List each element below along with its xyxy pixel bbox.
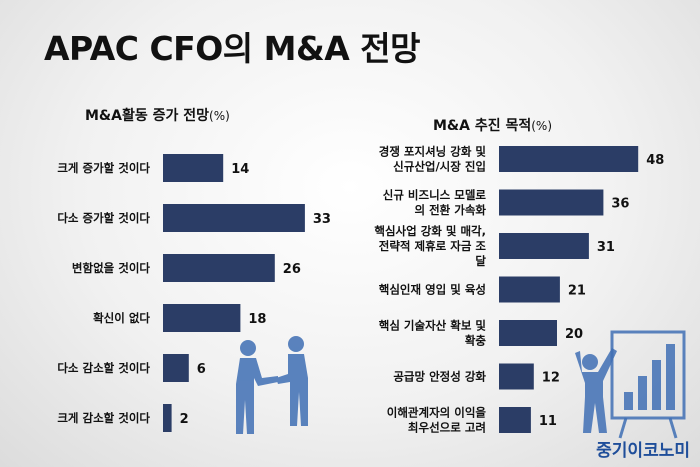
chart-title-right-text: M&A 추진 목적 [433,118,532,134]
bar [499,320,557,346]
bar [499,276,560,303]
bar [499,363,534,390]
value-label: 21 [568,284,586,299]
bar [163,304,241,332]
bar [499,146,639,172]
value-label: 14 [231,162,249,177]
chart-title-right: M&A 추진 목적(%) [433,115,552,135]
category-label: 핵심인재 영입 및 육성 [379,283,486,297]
value-label: 6 [197,362,206,377]
chart-title-left-unit: (%) [209,109,230,123]
category-label: 경쟁 포지셔닝 강화 및 신규산업/시장 진입 [379,145,487,174]
chart-title-right-unit: (%) [531,119,553,133]
category-label: 크게 증가할 것이다 [57,161,150,175]
value-label: 26 [283,262,301,277]
bar [499,407,531,433]
bar [163,154,224,182]
category-label: 다소 증가할 것이다 [57,211,150,225]
category-label: 이해관계자의 이익을 최우선으로 고려 [387,406,487,435]
category-label: 신규 비즈니스 모델로 의 전환 가속화 [383,188,487,217]
value-label: 2 [180,412,189,427]
value-label: 20 [565,327,583,342]
chart-right-purpose: 48 경쟁 포지셔닝 강화 및 신규산업/시장 진입 36 신규 비즈니스 모델로 의 전… [374,145,664,435]
category-label: 핵심 기술자산 확보 및 확충 [379,319,487,348]
category-label: 공급망 안정성 강화 [393,370,486,384]
brand-logo: 중기이코노미 [596,441,690,461]
category-label: 다소 감소할 것이다 [57,361,150,375]
chart-title-left-text: M&A활동 증가 전망 [85,108,210,124]
bar [163,254,275,282]
bar [163,204,305,232]
page-title: APAC CFO의 M&A 전망 [44,29,420,68]
handshake-illustration [236,336,308,434]
value-label: 36 [611,197,629,212]
bar [499,233,589,259]
category-label: 크게 감소할 것이다 [57,411,150,425]
value-label: 33 [313,212,331,227]
presentation-illustration [575,330,686,439]
value-label: 12 [542,371,560,386]
category-label: 확신이 없다 [93,311,150,325]
value-label: 11 [539,414,557,429]
bar [499,189,604,216]
bar [163,354,189,382]
value-label: 31 [597,240,615,255]
bar [163,404,172,432]
value-label: 48 [646,153,664,168]
chart-title-left: M&A활동 증가 전망(%) [85,105,230,125]
value-label: 18 [248,312,266,327]
category-label: 변함없을 것이다 [72,261,150,275]
